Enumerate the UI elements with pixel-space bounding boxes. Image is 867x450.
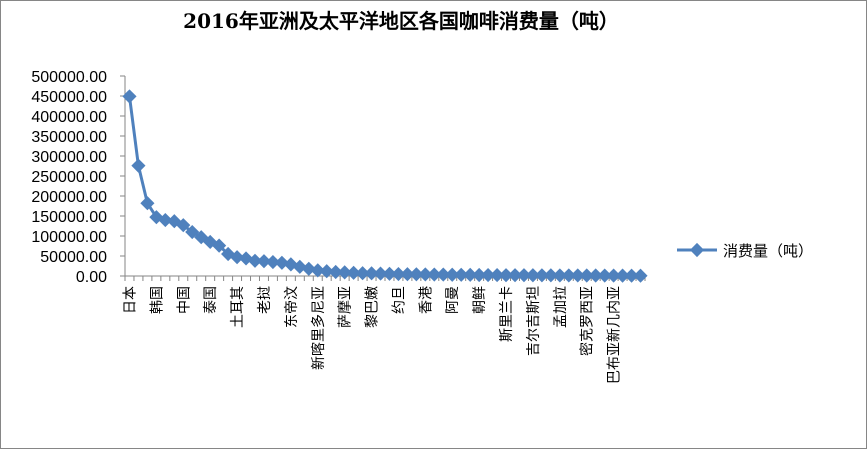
data-point <box>355 266 370 281</box>
data-point <box>131 158 146 173</box>
chart-title: 2016年亚洲及太平洋地区各国咖啡消费量（吨） <box>183 9 619 33</box>
data-point <box>463 267 478 282</box>
data-point <box>552 268 567 283</box>
data-point <box>346 265 361 280</box>
data-point <box>328 264 343 280</box>
x-tick-label: 韩国 <box>149 286 165 314</box>
legend-label: 消费量（吨） <box>723 242 813 260</box>
data-point <box>472 267 487 283</box>
y-tick-label: 250000.00 <box>31 169 107 186</box>
data-point <box>364 266 379 281</box>
data-point <box>597 268 612 283</box>
x-tick-label: 斯里兰卡 <box>499 286 515 342</box>
data-point <box>516 268 532 283</box>
y-tick-label: 500000.00 <box>31 69 107 86</box>
data-point <box>391 266 406 282</box>
data-point <box>230 250 245 265</box>
data-point <box>409 267 424 282</box>
x-tick-label: 日本 <box>122 286 138 314</box>
x-tick-label: 东帝汶 <box>283 286 300 328</box>
x-tick-label: 孟加拉 <box>553 286 569 328</box>
data-point <box>633 268 648 283</box>
data-point <box>543 268 558 283</box>
data-point <box>274 255 289 270</box>
y-tick-label: 0.00 <box>76 269 107 286</box>
y-tick-label: 50000.00 <box>40 249 107 266</box>
x-tick-label: 巴布亚新几内亚 <box>607 286 623 384</box>
data-point <box>570 268 585 283</box>
data-point <box>427 267 442 282</box>
y-tick-label: 200000.00 <box>31 189 107 206</box>
y-tick-label: 150000.00 <box>31 209 107 226</box>
data-point <box>158 212 173 228</box>
x-tick-label: 新喀里多尼亚 <box>310 286 327 370</box>
axes <box>120 75 646 281</box>
x-tick-label: 密克罗西亚 <box>579 286 596 356</box>
series-line <box>128 96 641 278</box>
data-point <box>481 267 496 283</box>
data-point <box>579 268 594 283</box>
x-tick-label: 黎巴嫩 <box>365 286 381 328</box>
data-point <box>382 266 397 281</box>
y-tick-label: 100000.00 <box>31 229 107 246</box>
data-point <box>507 268 523 283</box>
data-point <box>319 264 334 279</box>
legend-marker-icon <box>689 242 705 258</box>
data-point <box>498 268 514 283</box>
data-point <box>400 267 415 282</box>
x-tick-label: 中国 <box>176 286 192 314</box>
data-point <box>185 224 200 240</box>
y-tick-label: 400000.00 <box>31 109 107 126</box>
x-tick-label: 约旦 <box>391 286 407 314</box>
x-tick-label: 老挝 <box>257 286 273 314</box>
data-point <box>436 267 451 282</box>
x-tick-label: 吉尔吉斯坦 <box>526 286 542 356</box>
data-point <box>176 218 191 233</box>
data-point <box>606 268 621 283</box>
data-point <box>588 268 603 283</box>
y-tick-label: 350000.00 <box>31 129 107 146</box>
data-point <box>525 268 540 283</box>
x-tick-label: 泰国 <box>203 286 219 314</box>
y-axis-tick-labels: 500000.00 450000.00 400000.00 350000.00 3000… <box>31 69 107 286</box>
x-axis-tick-labels: 日本 韩国 中国 泰国 土耳其 老挝 东帝汶 新喀里多尼亚 萨摩亚 黎巴嫩 约旦 香港 阿曼 朝鲜 斯里兰卡… <box>122 286 622 384</box>
y-tick-label: 300000.00 <box>31 149 107 166</box>
data-point <box>445 267 460 282</box>
data-point <box>561 268 576 283</box>
x-tick-label: 香港 <box>418 286 434 314</box>
series-consumption <box>122 89 648 283</box>
x-tick-label: 阿曼 <box>445 286 461 314</box>
data-point <box>373 266 388 281</box>
data-point <box>490 267 505 283</box>
x-tick-label: 朝鲜 <box>472 286 488 314</box>
data-point <box>534 268 549 283</box>
legend: 消费量（吨） <box>677 242 813 260</box>
x-tick-label: 萨摩亚 <box>337 286 354 328</box>
x-tick-label: 土耳其 <box>230 286 246 328</box>
y-tick-label: 450000.00 <box>31 89 107 106</box>
